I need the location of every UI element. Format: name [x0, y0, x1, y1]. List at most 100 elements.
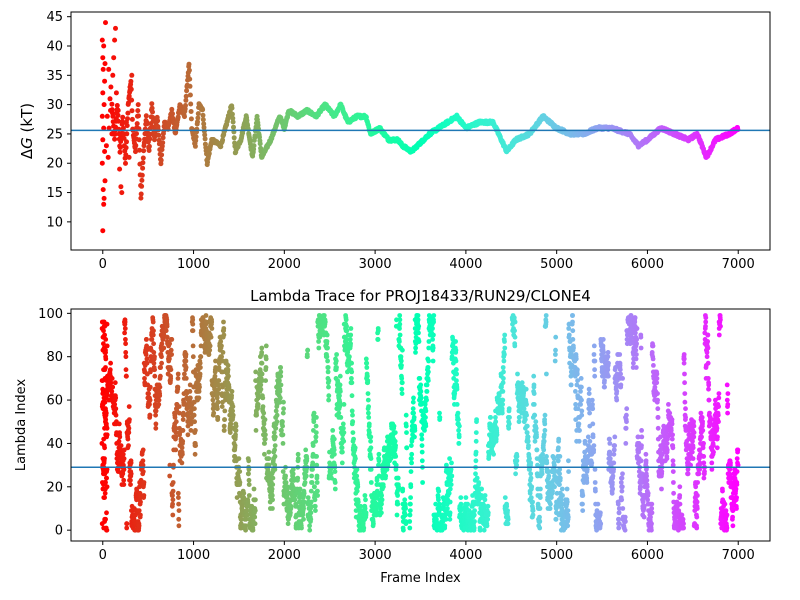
delta-g-point: [183, 103, 188, 108]
lambda-point: [505, 508, 510, 513]
lambda-point: [190, 321, 196, 327]
lambda-point: [259, 350, 265, 355]
lambda-point: [553, 516, 559, 522]
lambda-point: [505, 516, 511, 522]
lambda-point: [350, 430, 356, 435]
delta-g-point: [170, 111, 175, 117]
lambda-point: [526, 443, 531, 448]
lambda-point: [517, 415, 522, 420]
lambda-point: [305, 354, 310, 360]
lambda-point: [277, 389, 283, 394]
lambda-point: [524, 423, 530, 429]
lambda-point: [474, 417, 479, 422]
lambda-point: [273, 425, 279, 431]
lambda-point: [322, 319, 328, 325]
delta-g-point: [117, 166, 123, 172]
lambda-point: [124, 521, 130, 527]
lambda-point: [368, 480, 374, 485]
lambda-point: [196, 395, 202, 401]
delta-g-point: [160, 135, 166, 141]
lambda-point: [530, 508, 536, 513]
lambda-point: [565, 514, 571, 520]
lambda-point: [436, 497, 441, 503]
top-y-tick-label: 15: [46, 186, 63, 201]
lambda-point: [557, 471, 562, 477]
lambda-point: [352, 445, 358, 451]
lambda-point: [192, 419, 198, 425]
lambda-point: [400, 486, 406, 492]
lambda-point: [216, 386, 222, 392]
lambda-point: [488, 415, 493, 420]
lambda-point: [354, 473, 360, 479]
lambda-point: [542, 428, 548, 433]
lambda-point: [528, 460, 534, 466]
lambda-point: [399, 376, 405, 381]
lambda-point: [337, 393, 342, 399]
delta-g-point: [99, 113, 105, 119]
delta-g-point: [100, 90, 106, 96]
lambda-point: [471, 512, 477, 518]
lambda-point: [424, 382, 430, 388]
delta-g-point: [147, 131, 153, 137]
delta-g-point: [118, 184, 124, 190]
lambda-point: [160, 337, 166, 342]
lambda-point: [455, 417, 461, 422]
lambda-point: [256, 393, 261, 399]
lambda-point: [473, 471, 478, 477]
lambda-point: [408, 469, 414, 474]
lambda-point: [246, 477, 252, 483]
lambda-point: [341, 430, 347, 435]
delta-g-point: [188, 101, 194, 107]
lambda-point: [263, 378, 268, 383]
top-y-tick-label: 40: [46, 40, 63, 55]
delta-g-point: [112, 136, 118, 142]
lambda-point: [211, 410, 217, 416]
lambda-point: [153, 425, 159, 431]
lambda-point: [272, 447, 277, 453]
lambda-point: [409, 460, 414, 466]
lambda-point: [301, 490, 307, 496]
lambda-point: [408, 443, 414, 448]
lambda-point: [349, 408, 355, 414]
lambda-point: [416, 330, 421, 336]
lambda-point: [263, 343, 269, 349]
lambda-point: [473, 458, 479, 464]
delta-g-point: [231, 135, 237, 141]
delta-g-point: [159, 152, 165, 158]
delta-g-point: [169, 106, 175, 112]
lambda-point: [244, 512, 250, 518]
lambda-point: [447, 486, 453, 492]
lambda-point: [330, 428, 336, 433]
lambda-point: [168, 376, 174, 381]
lambda-point: [109, 376, 115, 381]
lambda-point: [117, 434, 123, 440]
lambda-point: [260, 395, 266, 401]
lambda-point: [529, 484, 535, 490]
lambda-point: [107, 367, 113, 373]
lambda-point: [303, 447, 309, 453]
lambda-point: [112, 402, 118, 407]
lambda-point: [144, 337, 149, 342]
lambda-point: [422, 428, 427, 433]
lambda-point: [173, 447, 179, 453]
lambda-point: [313, 438, 319, 444]
delta-g-point: [136, 113, 141, 119]
lambda-point: [316, 339, 321, 344]
delta-g-point: [99, 37, 105, 43]
delta-g-point: [200, 112, 206, 118]
lambda-point: [412, 434, 417, 440]
lambda-point: [542, 417, 547, 422]
lambda-point: [213, 358, 218, 364]
lambda-point: [156, 397, 162, 403]
lambda-point: [167, 341, 173, 347]
lambda-point: [118, 447, 124, 453]
lambda-point: [337, 373, 343, 379]
lambda-point: [173, 419, 179, 425]
delta-g-point: [257, 141, 263, 147]
lambda-point: [397, 332, 403, 338]
delta-g-point: [105, 154, 111, 160]
lambda-point: [534, 447, 540, 453]
lambda-point: [121, 467, 127, 472]
lambda-point: [423, 423, 429, 429]
lambda-point: [284, 495, 290, 500]
